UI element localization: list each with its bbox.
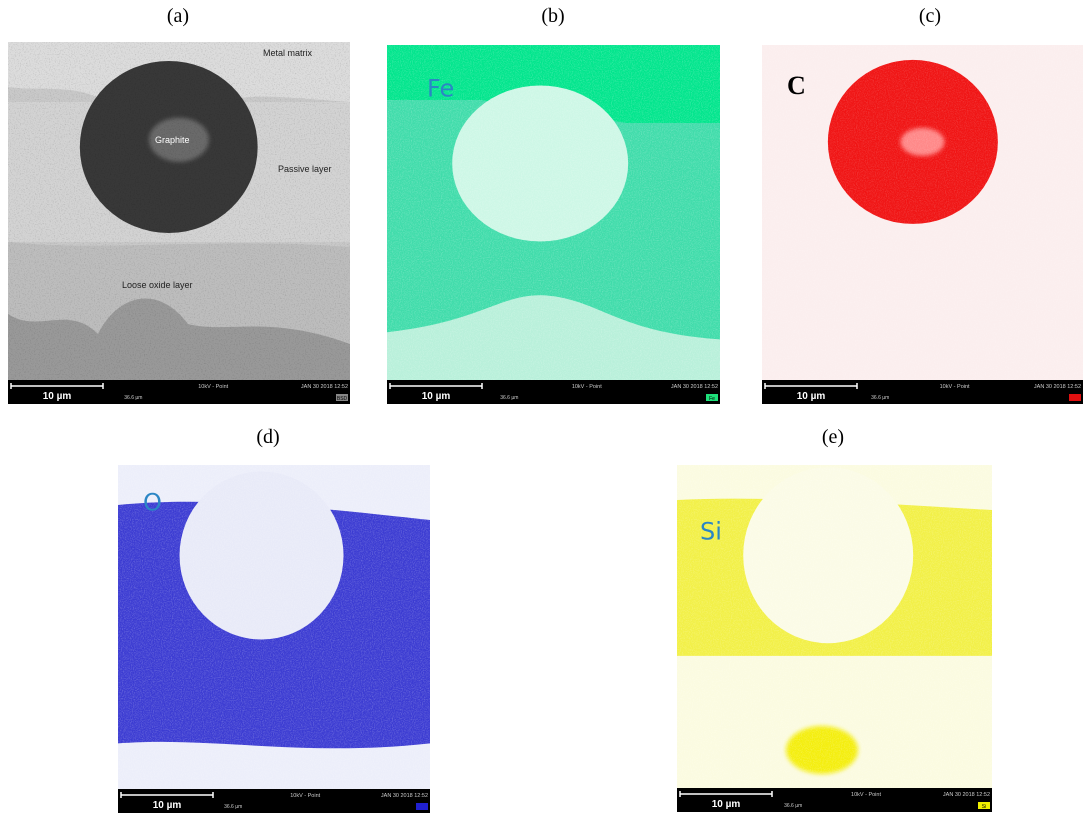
texture [118, 465, 430, 789]
panel-label: (e) [822, 426, 844, 448]
panel-label: (d) [256, 426, 279, 448]
texture [8, 42, 350, 380]
element-label: O [143, 488, 162, 516]
field-width: 36.6 µm [124, 395, 142, 401]
scale-bar-label: 10 µm [797, 391, 826, 402]
field-width: 36.6 µm [500, 395, 518, 401]
texture [762, 45, 1083, 380]
chip-label: Si [982, 804, 986, 810]
date: JAN 30 2018 12:52 [381, 793, 428, 799]
chip [416, 803, 428, 810]
micrograph: O 10 µm 36.6 µm 10kV - Point JAN 30 2018 12:… [118, 465, 430, 813]
field-width: 36.6 µm [224, 804, 242, 810]
micrograph: Metal matrix Graphite Passive layer Loose o… [8, 42, 350, 404]
annotation: Metal matrix [263, 48, 313, 58]
scale-bar-label: 10 µm [43, 391, 72, 402]
date: JAN 30 2018 12:52 [671, 384, 718, 390]
field-width: 36.6 µm [784, 803, 802, 809]
chip-label: BSD [337, 396, 348, 402]
texture [677, 465, 992, 788]
panel-label: (b) [541, 5, 564, 27]
figure: (a) Metal matrix Graphite Passive layer Loos… [0, 0, 1085, 814]
scale-bar-label: 10 µm [712, 799, 741, 810]
image-content [762, 45, 1083, 404]
scale-bar-label: 10 µm [422, 391, 451, 402]
chip-label: Fe [709, 396, 715, 402]
annotation: Graphite [155, 135, 190, 145]
date: JAN 30 2018 12:52 [1034, 384, 1081, 390]
mode: 10kV - Point [198, 384, 228, 390]
mode: 10kV - Point [290, 793, 320, 799]
annotation: Loose oxide layer [122, 280, 193, 290]
image-content [118, 465, 430, 813]
micrograph: Si 10 µm 36.6 µm 10kV - Point JAN 30 2018 12… [677, 465, 992, 812]
mode: 10kV - Point [572, 384, 602, 390]
element-label: C [787, 71, 806, 100]
element-label: Fe [427, 74, 454, 102]
chip [1069, 394, 1081, 401]
element-label: Si [700, 517, 722, 545]
scale-bar-label: 10 µm [153, 800, 182, 811]
annotation: Passive layer [278, 164, 332, 174]
micrograph: Fe 10 µm 36.6 µm 10kV - Point JAN 30 2018 12… [387, 45, 720, 404]
date: JAN 30 2018 12:52 [943, 792, 990, 798]
panel-label: (a) [167, 5, 189, 27]
micrograph: C 10 µm 36.6 µm 10kV - Point JAN 30 2018 12:… [762, 45, 1083, 404]
mode: 10kV - Point [851, 792, 881, 798]
mode: 10kV - Point [940, 384, 970, 390]
panel-label: (c) [919, 5, 941, 27]
field-width: 36.6 µm [871, 395, 889, 401]
image-content [677, 465, 992, 812]
image-content [8, 42, 350, 404]
date: JAN 30 2018 12:52 [301, 384, 348, 390]
